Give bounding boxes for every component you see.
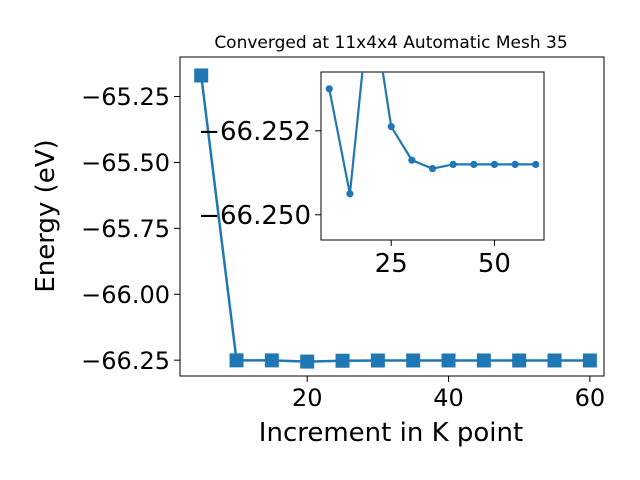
inset-point-9 [511,160,519,168]
inset-point-10 [532,160,540,168]
inset-ticks: 25 50 −66.252 −66.250 [198,117,511,279]
main-y-tick-label-1: −66.00 [81,281,170,309]
main-point-0 [194,68,209,83]
inset-point-8 [490,160,499,168]
main-point-3 [300,354,315,369]
main-y-tick-label-2: −65.75 [81,215,170,243]
main-point-7 [441,353,456,368]
x-axis-label: Increment in K point [259,418,523,448]
main-point-5 [370,353,385,368]
main-ticks: 20 40 60 −66.25 −66.00 −65.75 −65.50 −65.25 [81,83,605,412]
inset-point-7 [470,160,478,168]
main-point-2 [264,353,279,368]
main-point-8 [476,353,491,368]
main-point-10 [547,353,562,368]
main-point-1 [229,353,244,368]
inset-point-3 [387,123,395,131]
main-y-tick-label-0: −66.25 [81,347,170,375]
main-x-tick-label-2: 60 [575,384,606,412]
inset-point-5 [428,165,437,173]
main-plot-frame [179,56,605,377]
inset-plot-frame [320,71,545,241]
inset-point-4 [408,156,416,164]
main-x-tick-label-1: 40 [433,384,464,412]
main-point-9 [512,353,527,368]
inset-x-tick-label-0: 25 [375,249,408,279]
main-y-tick-label-3: −65.50 [81,149,170,177]
inset-point-1 [346,190,354,198]
main-series [194,68,597,369]
y-axis-label: Energy (eV) [31,139,61,292]
main-x-tick-label-0: 20 [292,384,323,412]
main-point-6 [406,353,421,368]
inset-y-tick-label-0: −66.252 [198,117,311,147]
chart-title: Converged at 11x4x4 Automatic Mesh 35 [214,33,567,53]
main-point-4 [335,353,350,368]
inset-x-tick-label-1: 50 [478,249,511,279]
inset-y-tick-label-1: −66.250 [198,201,311,231]
inset-point-0 [325,85,333,93]
main-y-tick-label-4: −65.25 [81,83,170,111]
inset-point-6 [449,160,457,168]
inset-series [325,72,540,198]
main-point-11 [582,353,597,368]
